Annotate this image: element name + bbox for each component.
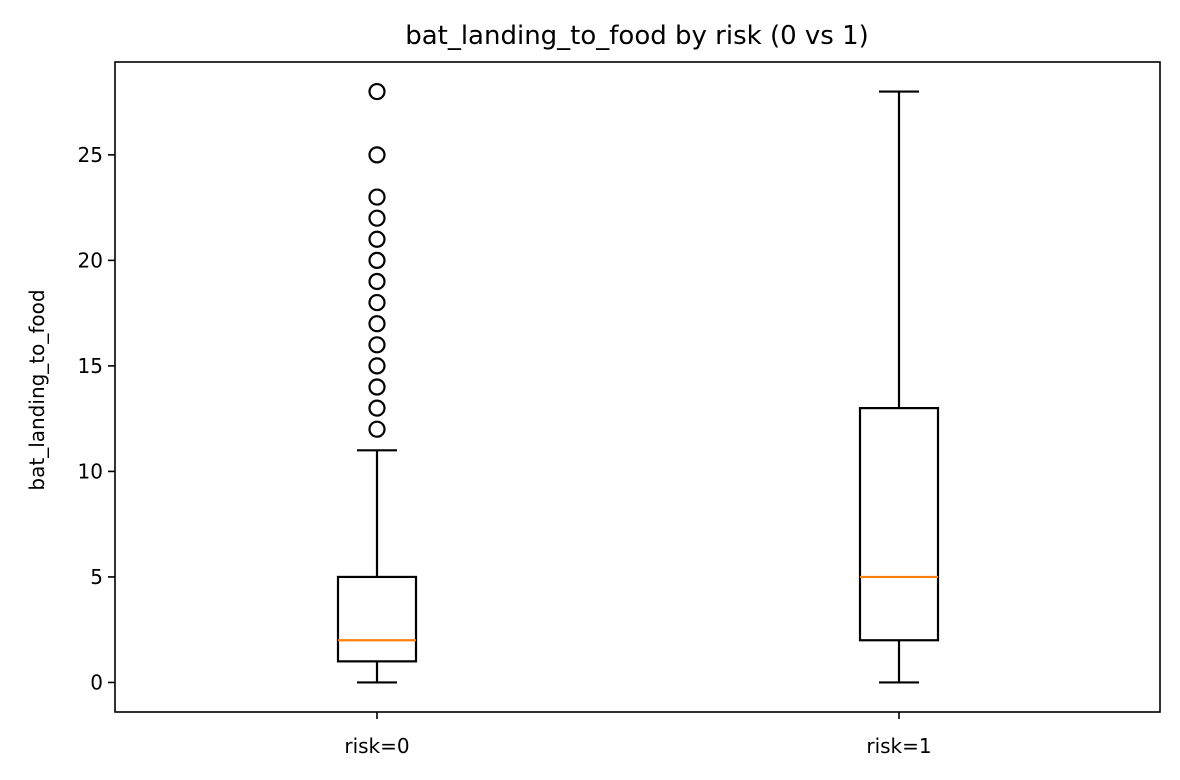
outlier-point [368,293,386,312]
outlier-point [368,315,386,333]
iqr-box [858,407,940,642]
y-tick-label: 25 [78,143,103,167]
y-tick-label: 20 [78,248,103,272]
outlier-point [368,378,386,396]
plot-frame [114,61,1161,713]
outlier-point [368,357,386,375]
chart-title: bat_landing_to_food by risk (0 vs 1) [405,21,869,51]
y-tick-label: 5 [90,565,103,589]
outlier-point [368,209,386,227]
outlier-point [368,420,386,438]
outlier-point [368,272,386,291]
x-tick-label: risk=0 [344,734,409,758]
x-tick-label: risk=1 [866,734,931,758]
y-tick-label: 10 [78,459,103,483]
outlier-point [368,399,386,417]
outlier-point [368,82,386,101]
y-tick-label: 15 [78,354,103,378]
outlier-point [368,336,386,354]
plot-area: 0 5 10 15 20 25 risk=0 risk=1 [78,82,940,758]
y-tick-label: 0 [90,670,103,694]
outlier-point [368,188,386,206]
outlier-point [368,146,386,164]
outlier-point [368,251,386,269]
y-axis-label: bat_landing_to_food [25,289,49,490]
outlier-point [368,230,386,248]
iqr-box [336,575,418,663]
